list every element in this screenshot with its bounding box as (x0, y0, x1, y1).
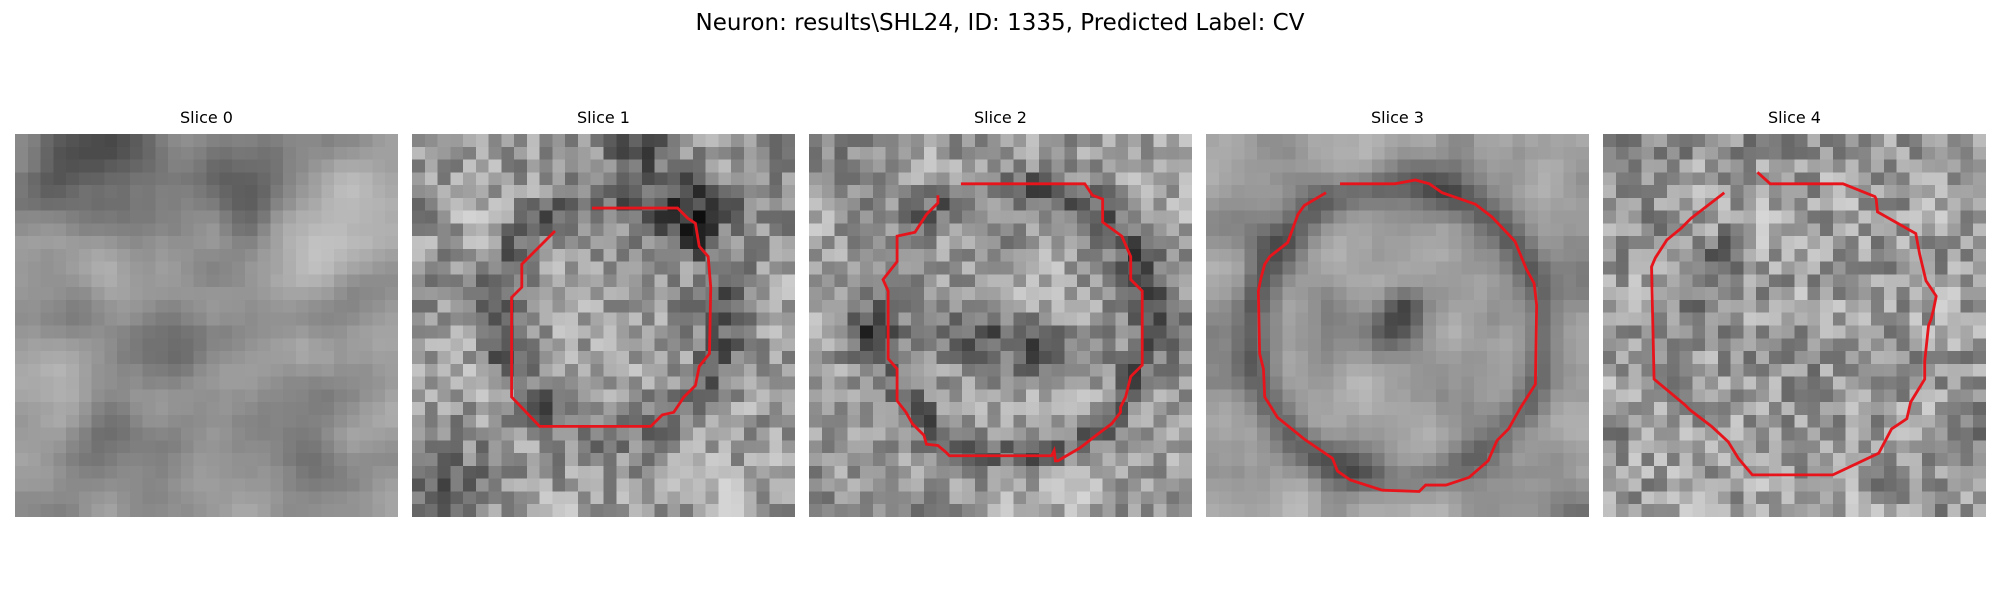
slice-image (412, 134, 795, 517)
contour-outline (1650, 171, 1938, 477)
slice-title: Slice 4 (1768, 108, 1821, 127)
slice-panel-4: Slice 4 (1603, 108, 1986, 517)
slice-image (1603, 134, 1986, 517)
pixel-grid (412, 134, 795, 517)
slice-panel-3: Slice 3 (1206, 108, 1589, 517)
slice-title: Slice 3 (1371, 108, 1424, 127)
slice-image (809, 134, 1192, 517)
figure-title: Neuron: results\SHL24, ID: 1335, Predict… (695, 10, 1305, 36)
pixel-grid (15, 134, 398, 517)
slice-title: Slice 1 (577, 108, 630, 127)
slice-panel-2: Slice 2 (809, 108, 1192, 517)
pixel-grid (1206, 134, 1589, 517)
contour-outline (510, 206, 713, 428)
slice-image (1206, 134, 1589, 517)
pixel-grid (809, 134, 1192, 517)
pixel-grid (1603, 134, 1986, 517)
contour-outline (1256, 178, 1539, 493)
slice-panel-0: Slice 0 (15, 108, 398, 517)
slice-image (15, 134, 398, 517)
slice-panel-1: Slice 1 (412, 108, 795, 517)
contour-outline (881, 182, 1144, 463)
slice-title: Slice 2 (974, 108, 1027, 127)
slice-title: Slice 0 (180, 108, 233, 127)
